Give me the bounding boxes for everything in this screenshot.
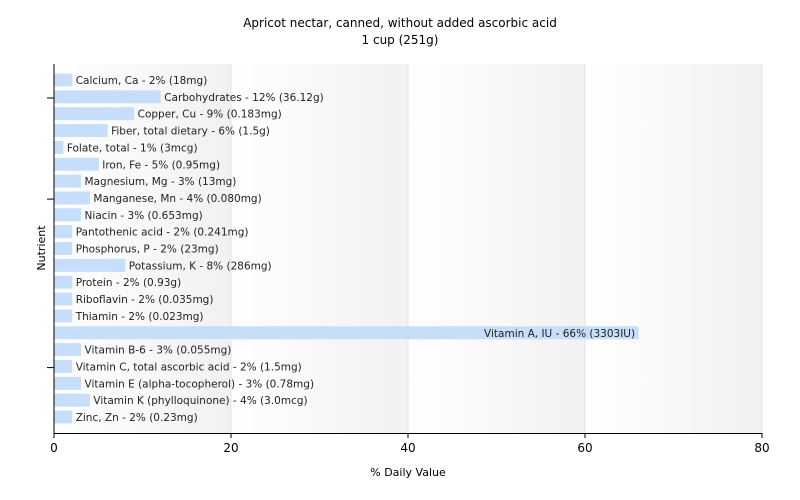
bar bbox=[54, 225, 73, 239]
bar bbox=[54, 242, 73, 255]
bar-label: Copper, Cu - 9% (0.183mg) bbox=[138, 109, 282, 121]
bar-label: Fiber, total dietary - 6% (1.5g) bbox=[111, 126, 270, 138]
bar bbox=[54, 275, 73, 289]
grid-layer bbox=[54, 64, 763, 433]
bar-label: Folate, total - 1% (3mcg) bbox=[67, 142, 198, 154]
bar bbox=[54, 343, 82, 357]
x-tick-label: 20 bbox=[223, 441, 238, 455]
bar bbox=[54, 326, 639, 340]
bar-label: Magnesium, Mg - 3% (13mg) bbox=[85, 176, 237, 188]
bar bbox=[54, 410, 73, 424]
chart-subtitle: 1 cup (251g) bbox=[361, 33, 439, 47]
bar-label: Vitamin E (alpha-tocopherol) - 3% (0.78m… bbox=[85, 378, 314, 390]
bar bbox=[54, 292, 73, 306]
plot-band bbox=[408, 64, 585, 433]
bar-label: Vitamin B-6 - 3% (0.055mg) bbox=[85, 345, 232, 357]
bar-layer: Calcium, Ca - 2% (18mg) Carbohydrates - 1… bbox=[54, 73, 639, 424]
bar-label: Pantothenic acid - 2% (0.241mg) bbox=[76, 227, 249, 239]
bar-label: Potassium, K - 8% (286mg) bbox=[129, 260, 272, 272]
x-axis-title: % Daily Value bbox=[370, 466, 446, 479]
bar-label: Zinc, Zn - 2% (0.23mg) bbox=[76, 412, 198, 424]
x-tick-label: 0 bbox=[50, 441, 58, 455]
bar-label: Vitamin K (phylloquinone) - 4% (3.0mcg) bbox=[93, 395, 307, 407]
bar-label: Riboflavin - 2% (0.035mg) bbox=[76, 294, 214, 306]
bar-label: Vitamin A, IU - 66% (3303IU) bbox=[484, 328, 635, 340]
chart-title: Apricot nectar, canned, without added as… bbox=[243, 16, 557, 30]
bar bbox=[54, 258, 126, 272]
y-axis-title: Nutrient bbox=[35, 225, 48, 271]
bar-label: Niacin - 3% (0.653mg) bbox=[85, 210, 203, 222]
bar bbox=[54, 73, 73, 87]
bar-label: Vitamin C, total ascorbic acid - 2% (1.5… bbox=[76, 361, 302, 373]
x-tick-label: 40 bbox=[400, 441, 415, 455]
bar bbox=[54, 140, 64, 154]
bar bbox=[54, 174, 82, 188]
bar bbox=[54, 376, 82, 390]
bar bbox=[54, 157, 99, 171]
bar bbox=[54, 393, 90, 407]
bar-label: Phosphorus, P - 2% (23mg) bbox=[76, 244, 219, 256]
bar bbox=[54, 309, 73, 323]
bar-label: Manganese, Mn - 4% (0.080mg) bbox=[93, 193, 261, 205]
bar-label: Calcium, Ca - 2% (18mg) bbox=[76, 75, 208, 87]
plot-band bbox=[585, 64, 762, 433]
bar-label: Thiamin - 2% (0.023mg) bbox=[75, 311, 204, 323]
bar bbox=[54, 191, 90, 205]
bar-label: Protein - 2% (0.93g) bbox=[76, 277, 182, 289]
plot-band bbox=[231, 64, 408, 433]
bar bbox=[54, 208, 82, 222]
bar-label: Iron, Fe - 5% (0.95mg) bbox=[102, 159, 220, 171]
bar bbox=[54, 124, 108, 138]
bar bbox=[54, 359, 73, 373]
axis-layer: 0 20 40 60 80 bbox=[47, 64, 770, 455]
x-tick-label: 60 bbox=[577, 441, 592, 455]
bar bbox=[54, 107, 135, 121]
bar bbox=[54, 90, 161, 104]
x-tick-label: 80 bbox=[754, 441, 769, 455]
bar-label: Carbohydrates - 12% (36.12g) bbox=[164, 92, 324, 104]
